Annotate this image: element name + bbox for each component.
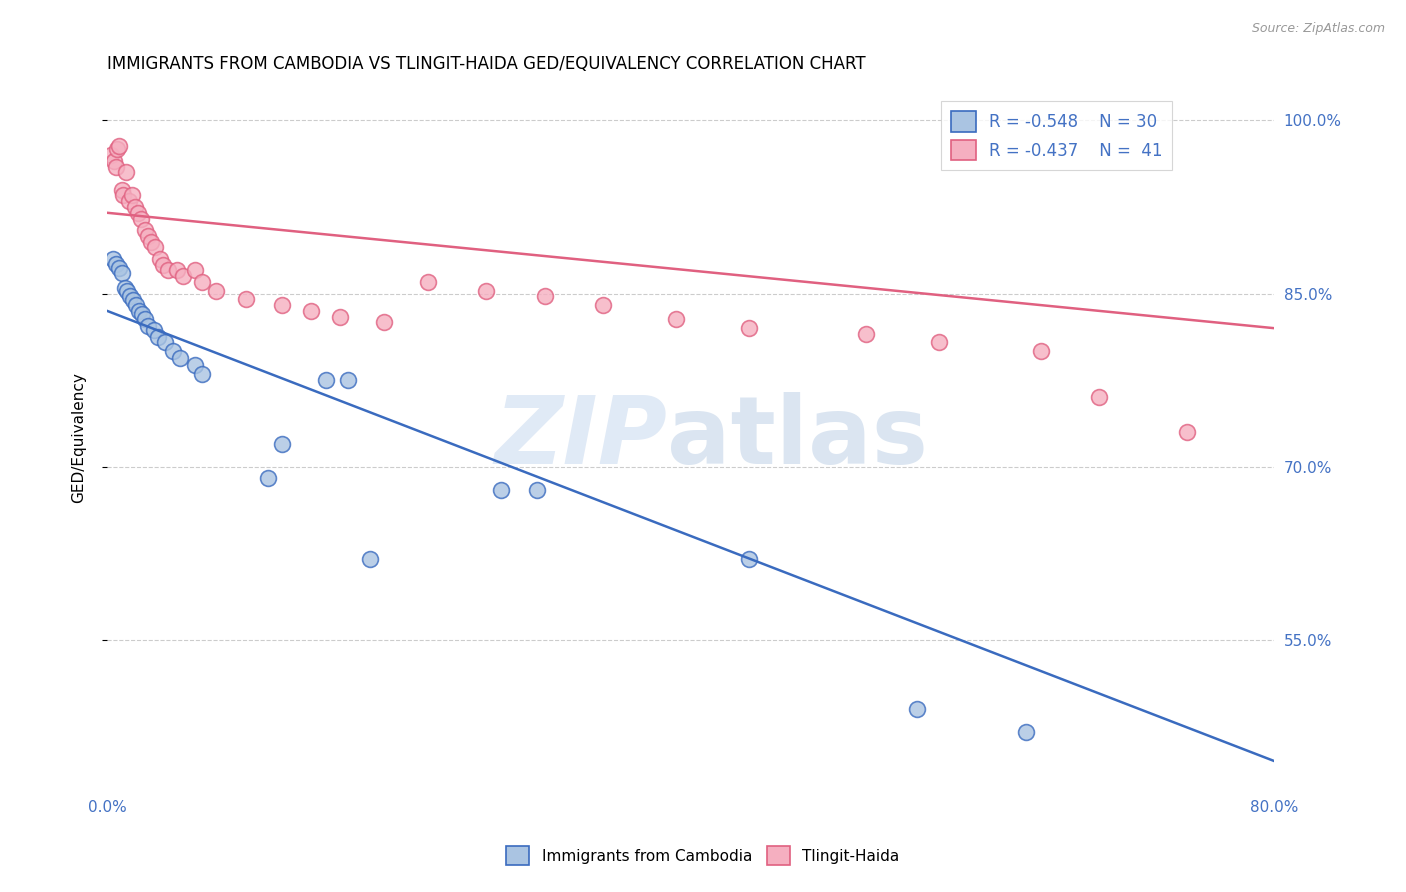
Point [139, 235, 162, 249]
Point [256, 471, 278, 485]
Point [128, 304, 150, 318]
Point [162, 344, 184, 359]
Point [112, 188, 135, 202]
Point [155, 334, 177, 349]
Point [416, 275, 439, 289]
Point [359, 552, 381, 566]
Point [373, 315, 395, 329]
Y-axis label: GED/Equivalency: GED/Equivalency [72, 372, 86, 503]
Point [118, 194, 141, 209]
Point [114, 281, 136, 295]
Text: IMMIGRANTS FROM CAMBODIA VS TLINGIT-HAIDA GED/EQUIVALENCY CORRELATION CHART: IMMIGRANTS FROM CAMBODIA VS TLINGIT-HAID… [107, 55, 866, 73]
Point [489, 483, 512, 497]
Point [183, 358, 205, 372]
Point [136, 318, 159, 333]
Point [191, 275, 214, 289]
Text: ZIP: ZIP [495, 392, 668, 483]
Point [107, 138, 129, 153]
Point [271, 298, 294, 312]
Point [475, 285, 498, 299]
Point [336, 373, 359, 387]
Legend: Immigrants from Cambodia, Tlingit-Haida: Immigrants from Cambodia, Tlingit-Haida [501, 840, 905, 871]
Point [100, 148, 122, 162]
Point [329, 310, 352, 324]
Point [117, 285, 139, 299]
Point [152, 258, 174, 272]
Point [855, 326, 877, 341]
Point [111, 183, 134, 197]
Point [905, 702, 928, 716]
Point [183, 263, 205, 277]
Point [104, 256, 127, 270]
Point [738, 321, 761, 335]
Point [271, 436, 294, 450]
Point [111, 266, 134, 280]
Point [129, 211, 152, 226]
Text: atlas: atlas [668, 392, 928, 483]
Legend: R = -0.548    N = 30, R = -0.437    N =  41: R = -0.548 N = 30, R = -0.437 N = 41 [941, 101, 1173, 170]
Point [235, 293, 257, 307]
Point [115, 165, 138, 179]
Point [107, 261, 129, 276]
Point [101, 252, 124, 266]
Point [1088, 391, 1111, 405]
Point [157, 263, 180, 277]
Point [169, 351, 191, 366]
Point [120, 289, 142, 303]
Point [127, 206, 149, 220]
Point [172, 269, 194, 284]
Point [121, 188, 143, 202]
Point [738, 552, 761, 566]
Point [1029, 344, 1052, 359]
Point [143, 240, 166, 254]
Point [166, 263, 188, 277]
Text: Source: ZipAtlas.com: Source: ZipAtlas.com [1251, 22, 1385, 36]
Point [526, 483, 548, 497]
Point [299, 304, 322, 318]
Point [533, 289, 555, 303]
Point [665, 312, 688, 326]
Point [146, 330, 169, 344]
Point [136, 228, 159, 243]
Point [149, 252, 172, 266]
Point [142, 324, 165, 338]
Point [315, 373, 337, 387]
Point [205, 285, 228, 299]
Point [1175, 425, 1198, 439]
Point [124, 200, 146, 214]
Point [131, 307, 153, 321]
Point [592, 298, 614, 312]
Point [928, 334, 950, 349]
Point [1015, 725, 1038, 739]
Point [134, 223, 156, 237]
Point [122, 293, 145, 308]
Point [104, 160, 127, 174]
Point [191, 368, 214, 382]
Point [125, 298, 148, 312]
Point [134, 312, 156, 326]
Point [105, 142, 128, 156]
Point [103, 153, 125, 168]
